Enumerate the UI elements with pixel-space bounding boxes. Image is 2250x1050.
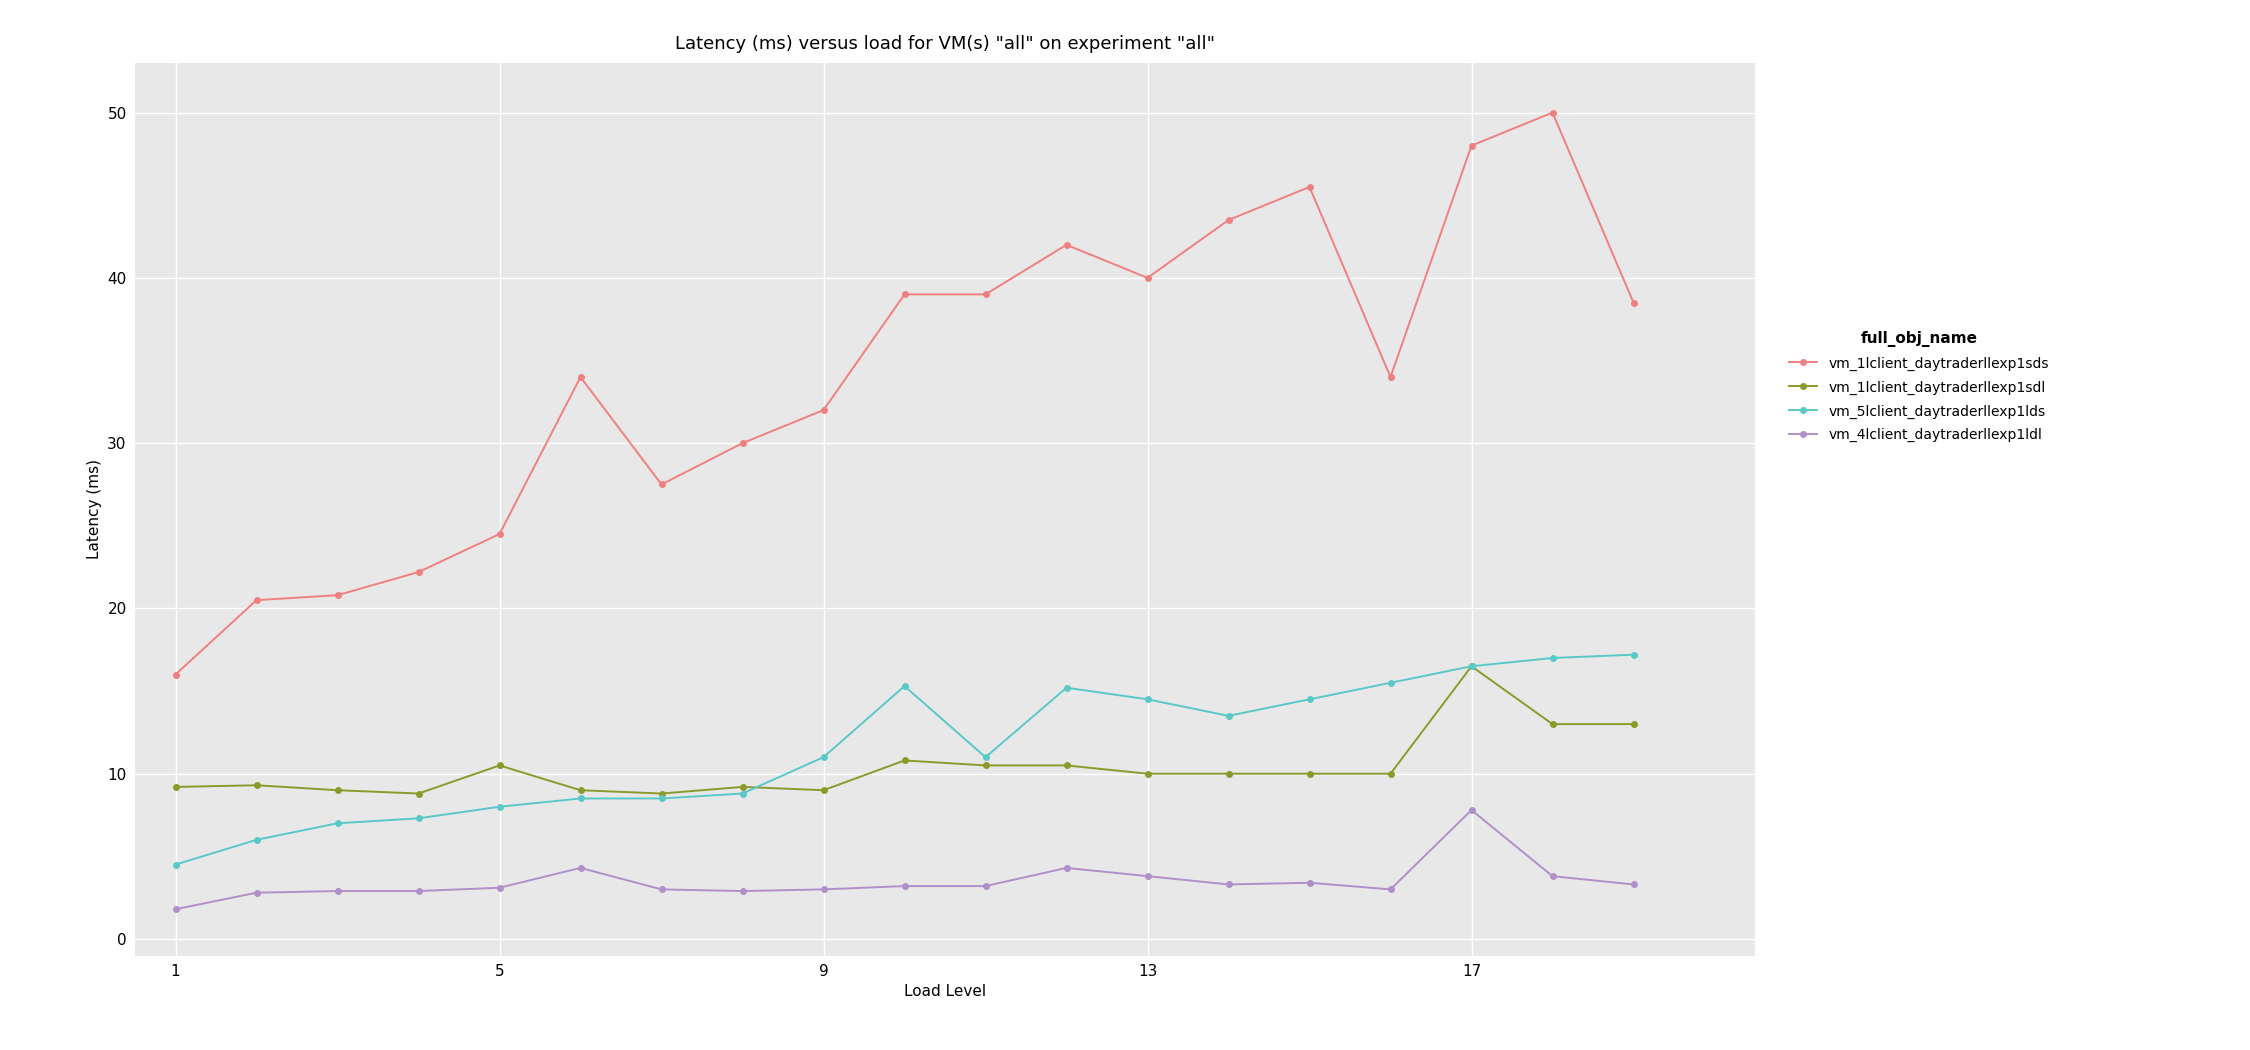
vm_1lclient_daytraderllexp1sds: [810, 404, 837, 417]
vm_5lclient_daytraderllexp1lds: [729, 788, 756, 800]
Title: Latency (ms) versus load for VM(s) "all" on experiment "all": Latency (ms) versus load for VM(s) "all"…: [675, 35, 1215, 54]
vm_1lclient_daytraderllexp1sdl: [1458, 660, 1485, 673]
Line: vm_4lclient_daytraderllexp1ldl: vm_4lclient_daytraderllexp1ldl: [173, 807, 1636, 912]
vm_1lclient_daytraderllexp1sdl: [486, 759, 513, 772]
vm_4lclient_daytraderllexp1ldl: [324, 885, 351, 898]
vm_1lclient_daytraderllexp1sds: [162, 668, 189, 680]
vm_1lclient_daytraderllexp1sds: [729, 437, 756, 449]
vm_4lclient_daytraderllexp1ldl: [1134, 869, 1161, 882]
vm_5lclient_daytraderllexp1lds: [891, 679, 918, 692]
vm_1lclient_daytraderllexp1sds: [1539, 106, 1566, 119]
vm_5lclient_daytraderllexp1lds: [1134, 693, 1161, 706]
vm_4lclient_daytraderllexp1ldl: [1377, 883, 1404, 896]
vm_1lclient_daytraderllexp1sdl: [729, 780, 756, 793]
vm_4lclient_daytraderllexp1ldl: [648, 883, 675, 896]
vm_1lclient_daytraderllexp1sdl: [324, 784, 351, 797]
vm_4lclient_daytraderllexp1ldl: [1053, 862, 1080, 875]
Line: vm_5lclient_daytraderllexp1lds: vm_5lclient_daytraderllexp1lds: [173, 652, 1636, 867]
vm_1lclient_daytraderllexp1sds: [1458, 140, 1485, 152]
Line: vm_1lclient_daytraderllexp1sds: vm_1lclient_daytraderllexp1sds: [173, 110, 1636, 677]
vm_4lclient_daytraderllexp1ldl: [729, 885, 756, 898]
vm_1lclient_daytraderllexp1sdl: [648, 788, 675, 800]
vm_1lclient_daytraderllexp1sdl: [567, 784, 594, 797]
vm_4lclient_daytraderllexp1ldl: [405, 885, 432, 898]
vm_4lclient_daytraderllexp1ldl: [1296, 877, 1323, 889]
vm_5lclient_daytraderllexp1lds: [1539, 652, 1566, 665]
vm_1lclient_daytraderllexp1sds: [243, 594, 270, 607]
vm_1lclient_daytraderllexp1sds: [1377, 371, 1404, 383]
vm_1lclient_daytraderllexp1sds: [1296, 181, 1323, 193]
vm_1lclient_daytraderllexp1sds: [648, 478, 675, 490]
vm_1lclient_daytraderllexp1sds: [1134, 272, 1161, 285]
vm_1lclient_daytraderllexp1sdl: [1296, 768, 1323, 780]
vm_1lclient_daytraderllexp1sds: [486, 528, 513, 541]
vm_1lclient_daytraderllexp1sdl: [1215, 768, 1242, 780]
vm_4lclient_daytraderllexp1ldl: [1620, 878, 1647, 890]
vm_1lclient_daytraderllexp1sdl: [405, 788, 432, 800]
vm_1lclient_daytraderllexp1sds: [324, 589, 351, 602]
X-axis label: Load Level: Load Level: [904, 985, 986, 1000]
vm_1lclient_daytraderllexp1sdl: [243, 779, 270, 792]
vm_5lclient_daytraderllexp1lds: [243, 834, 270, 846]
vm_1lclient_daytraderllexp1sdl: [810, 784, 837, 797]
vm_1lclient_daytraderllexp1sds: [1620, 296, 1647, 309]
vm_4lclient_daytraderllexp1ldl: [810, 883, 837, 896]
vm_1lclient_daytraderllexp1sdl: [891, 754, 918, 766]
Line: vm_1lclient_daytraderllexp1sdl: vm_1lclient_daytraderllexp1sdl: [173, 664, 1636, 796]
vm_5lclient_daytraderllexp1lds: [1377, 676, 1404, 689]
vm_4lclient_daytraderllexp1ldl: [891, 880, 918, 892]
Legend: vm_1lclient_daytraderllexp1sds, vm_1lclient_daytraderllexp1sdl, vm_5lclient_dayt: vm_1lclient_daytraderllexp1sds, vm_1lcli…: [1778, 320, 2059, 454]
vm_1lclient_daytraderllexp1sds: [972, 288, 999, 300]
vm_5lclient_daytraderllexp1lds: [486, 800, 513, 813]
vm_5lclient_daytraderllexp1lds: [1215, 710, 1242, 722]
vm_5lclient_daytraderllexp1lds: [405, 812, 432, 824]
vm_5lclient_daytraderllexp1lds: [810, 751, 837, 763]
vm_5lclient_daytraderllexp1lds: [162, 858, 189, 870]
vm_5lclient_daytraderllexp1lds: [1458, 660, 1485, 673]
vm_5lclient_daytraderllexp1lds: [1296, 693, 1323, 706]
vm_1lclient_daytraderllexp1sds: [1215, 214, 1242, 227]
vm_1lclient_daytraderllexp1sdl: [1620, 718, 1647, 731]
vm_1lclient_daytraderllexp1sdl: [1539, 718, 1566, 731]
vm_5lclient_daytraderllexp1lds: [567, 792, 594, 804]
vm_1lclient_daytraderllexp1sds: [405, 566, 432, 579]
vm_1lclient_daytraderllexp1sds: [567, 371, 594, 383]
vm_4lclient_daytraderllexp1ldl: [972, 880, 999, 892]
Y-axis label: Latency (ms): Latency (ms): [88, 459, 101, 560]
vm_1lclient_daytraderllexp1sdl: [162, 780, 189, 793]
vm_1lclient_daytraderllexp1sdl: [972, 759, 999, 772]
vm_5lclient_daytraderllexp1lds: [972, 751, 999, 763]
vm_4lclient_daytraderllexp1ldl: [486, 881, 513, 894]
vm_5lclient_daytraderllexp1lds: [1053, 681, 1080, 694]
vm_1lclient_daytraderllexp1sds: [891, 288, 918, 300]
vm_1lclient_daytraderllexp1sds: [1053, 238, 1080, 251]
vm_4lclient_daytraderllexp1ldl: [1539, 869, 1566, 882]
vm_4lclient_daytraderllexp1ldl: [1215, 878, 1242, 890]
vm_5lclient_daytraderllexp1lds: [648, 792, 675, 804]
vm_1lclient_daytraderllexp1sdl: [1053, 759, 1080, 772]
vm_1lclient_daytraderllexp1sdl: [1134, 768, 1161, 780]
vm_4lclient_daytraderllexp1ldl: [567, 862, 594, 875]
vm_5lclient_daytraderllexp1lds: [1620, 649, 1647, 662]
vm_4lclient_daytraderllexp1ldl: [243, 886, 270, 899]
vm_5lclient_daytraderllexp1lds: [324, 817, 351, 830]
vm_4lclient_daytraderllexp1ldl: [1458, 803, 1485, 816]
vm_4lclient_daytraderllexp1ldl: [162, 903, 189, 916]
vm_1lclient_daytraderllexp1sdl: [1377, 768, 1404, 780]
